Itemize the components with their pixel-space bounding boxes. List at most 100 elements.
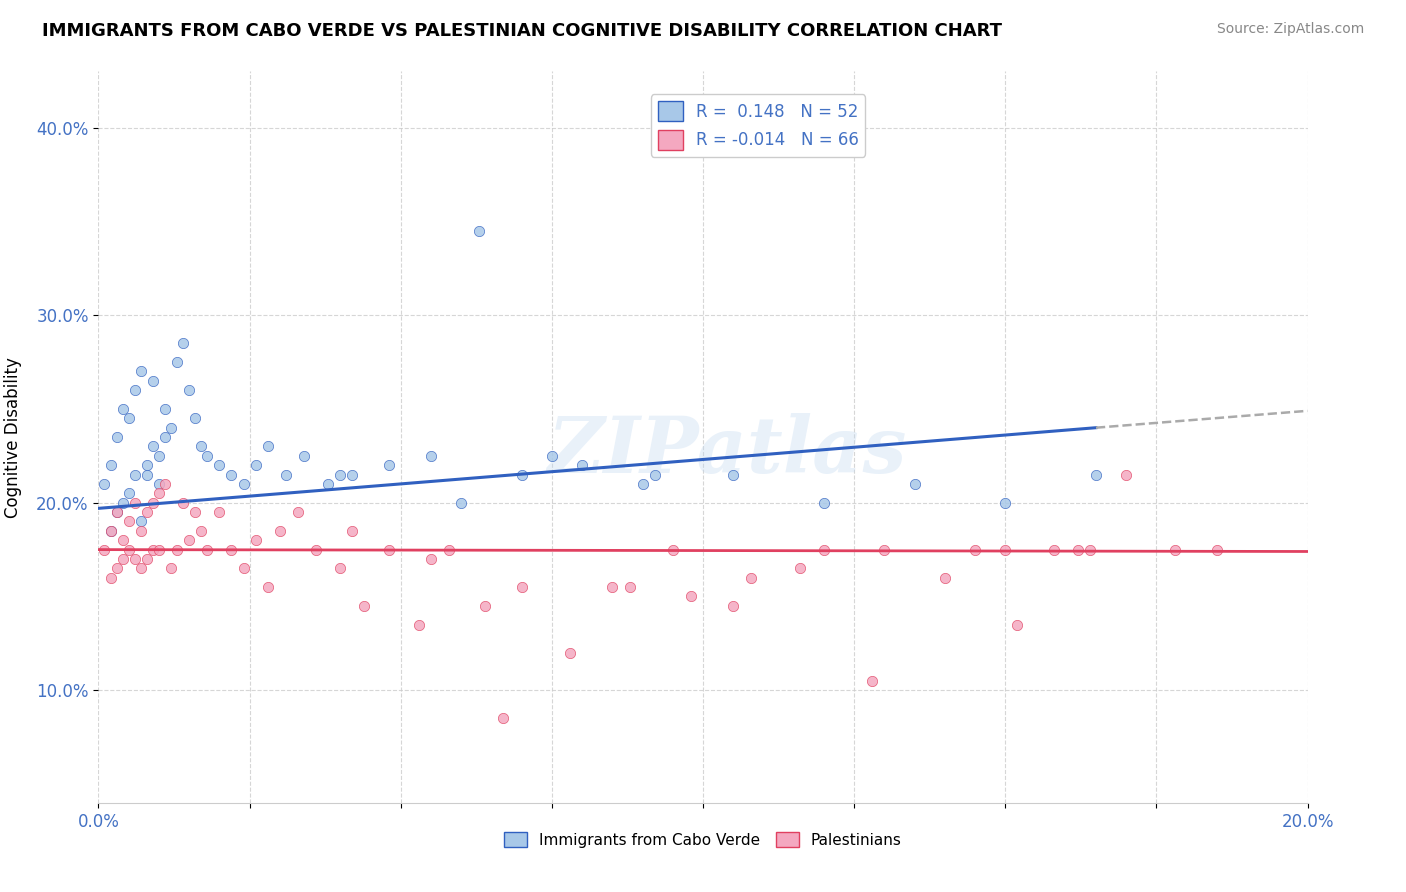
- Point: [184, 505, 207, 519]
- Point: [1007, 617, 1029, 632]
- Point: [813, 542, 835, 557]
- Point: [860, 673, 883, 688]
- Point: [142, 374, 165, 388]
- Point: [420, 552, 443, 566]
- Point: [994, 542, 1017, 557]
- Legend: Immigrants from Cabo Verde, Palestinians: Immigrants from Cabo Verde, Palestinians: [498, 825, 908, 854]
- Point: [789, 561, 811, 575]
- Point: [631, 477, 654, 491]
- Point: [118, 542, 141, 557]
- Point: [142, 496, 165, 510]
- Point: [316, 477, 339, 491]
- Point: [1115, 467, 1137, 482]
- Point: [873, 542, 896, 557]
- Point: [994, 496, 1017, 510]
- Point: [135, 458, 157, 473]
- Point: [148, 477, 170, 491]
- Point: [124, 552, 146, 566]
- Point: [679, 590, 702, 604]
- Point: [474, 599, 496, 613]
- Point: [221, 467, 243, 482]
- Point: [558, 646, 581, 660]
- Point: [129, 364, 152, 378]
- Point: [329, 561, 352, 575]
- Point: [540, 449, 562, 463]
- Point: [813, 496, 835, 510]
- Point: [100, 458, 122, 473]
- Point: [1078, 542, 1101, 557]
- Point: [153, 401, 176, 416]
- Point: [166, 542, 188, 557]
- Point: [661, 542, 683, 557]
- Point: [129, 515, 152, 529]
- Point: [644, 467, 666, 482]
- Point: [148, 486, 170, 500]
- Point: [105, 505, 128, 519]
- Point: [118, 515, 141, 529]
- Point: [195, 542, 218, 557]
- Point: [740, 571, 762, 585]
- Point: [1206, 542, 1229, 557]
- Point: [329, 467, 352, 482]
- Point: [160, 561, 183, 575]
- Point: [723, 599, 745, 613]
- Point: [450, 496, 472, 510]
- Point: [245, 533, 267, 548]
- Point: [353, 599, 375, 613]
- Point: [135, 552, 157, 566]
- Point: [208, 505, 231, 519]
- Point: [111, 496, 134, 510]
- Point: [377, 542, 399, 557]
- Point: [124, 496, 146, 510]
- Point: [723, 467, 745, 482]
- Point: [135, 505, 157, 519]
- Point: [142, 542, 165, 557]
- Point: [571, 458, 593, 473]
- Point: [111, 552, 134, 566]
- Point: [965, 542, 987, 557]
- Point: [292, 449, 315, 463]
- Point: [172, 496, 194, 510]
- Point: [129, 524, 152, 538]
- Point: [256, 580, 278, 594]
- Point: [420, 449, 443, 463]
- Point: [269, 524, 291, 538]
- Point: [93, 542, 115, 557]
- Point: [245, 458, 267, 473]
- Point: [148, 449, 170, 463]
- Y-axis label: Cognitive Disability: Cognitive Disability: [4, 357, 22, 517]
- Point: [274, 467, 297, 482]
- Point: [100, 524, 122, 538]
- Point: [160, 420, 183, 434]
- Point: [342, 467, 364, 482]
- Point: [1042, 542, 1064, 557]
- Point: [153, 430, 176, 444]
- Point: [510, 580, 533, 594]
- Point: [153, 477, 176, 491]
- Point: [305, 542, 328, 557]
- Point: [287, 505, 309, 519]
- Point: [105, 505, 128, 519]
- Point: [105, 561, 128, 575]
- Point: [100, 571, 122, 585]
- Point: [172, 336, 194, 351]
- Point: [1163, 542, 1185, 557]
- Point: [904, 477, 927, 491]
- Point: [179, 383, 201, 397]
- Point: [195, 449, 218, 463]
- Point: [377, 458, 399, 473]
- Point: [437, 542, 460, 557]
- Point: [232, 561, 254, 575]
- Point: [111, 533, 134, 548]
- Point: [492, 711, 515, 725]
- Point: [208, 458, 231, 473]
- Point: [184, 411, 207, 425]
- Point: [148, 542, 170, 557]
- Point: [129, 561, 152, 575]
- Point: [221, 542, 243, 557]
- Point: [602, 580, 624, 594]
- Point: [142, 440, 165, 454]
- Point: [190, 440, 212, 454]
- Point: [93, 477, 115, 491]
- Text: ZIPatlas: ZIPatlas: [547, 414, 907, 490]
